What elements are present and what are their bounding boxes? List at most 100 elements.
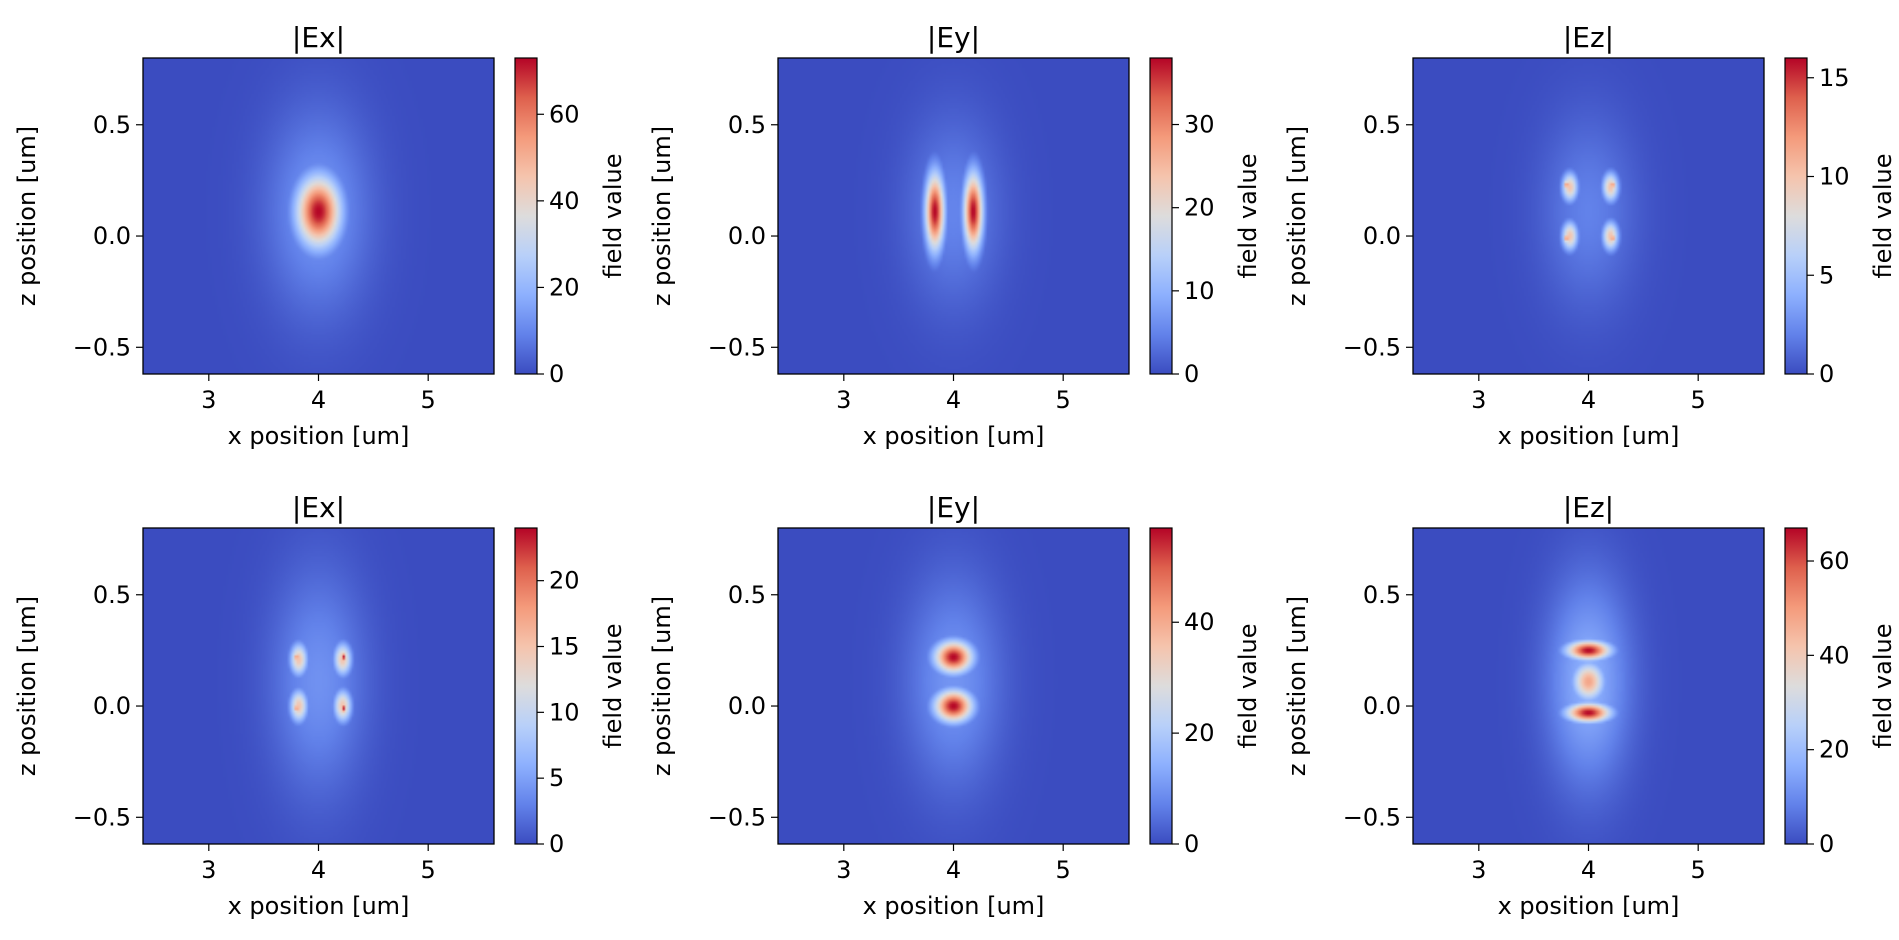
colorbar-tick-label: 20: [1184, 719, 1215, 747]
panel-title: |Ex|: [292, 21, 345, 54]
colorbar-tick-label: 10: [1184, 277, 1215, 305]
y-tick-label: −0.5: [73, 333, 131, 361]
x-tick-label: 4: [311, 386, 326, 414]
colorbar: [1785, 528, 1807, 844]
heatmap-image: [778, 58, 1129, 374]
heatmap-image: [778, 528, 1129, 844]
x-tick-label: 3: [1471, 386, 1486, 414]
heatmap-image: [143, 528, 494, 844]
colorbar-label: field value: [599, 624, 627, 749]
colorbar-tick-label: 0: [1184, 830, 1199, 858]
colorbar-tick-label: 0: [1819, 360, 1834, 388]
x-tick-label: 4: [946, 386, 961, 414]
colorbar-frame: [1784, 527, 1808, 845]
colorbar-label: field value: [1869, 624, 1897, 749]
x-axis-label: x position [um]: [1498, 892, 1680, 920]
colorbar: [515, 528, 537, 844]
x-axis-label: x position [um]: [228, 892, 410, 920]
y-axis-label: z position [um]: [648, 596, 676, 776]
x-tick-label: 5: [1056, 856, 1071, 884]
x-axis-label: x position [um]: [863, 892, 1045, 920]
y-axis-label: z position [um]: [1283, 596, 1311, 776]
y-tick-label: 0.5: [93, 581, 131, 609]
panel-title: |Ey|: [927, 491, 980, 524]
colorbar: [1785, 58, 1807, 374]
x-axis-label: x position [um]: [1498, 422, 1680, 450]
y-tick-label: 0.0: [93, 692, 131, 720]
x-tick-label: 5: [1056, 386, 1071, 414]
colorbar-tick-label: 15: [1819, 64, 1850, 92]
y-tick-label: 0.0: [1363, 222, 1401, 250]
x-tick-label: 3: [836, 386, 851, 414]
x-tick-label: 4: [1581, 856, 1596, 884]
x-tick-label: 4: [946, 856, 961, 884]
colorbar-tick-label: 15: [549, 633, 580, 661]
x-axis-label: x position [um]: [228, 422, 410, 450]
x-tick-label: 5: [421, 386, 436, 414]
y-tick-label: 0.0: [728, 692, 766, 720]
x-tick-label: 5: [1691, 386, 1706, 414]
heatmap-image: [1413, 58, 1764, 374]
colorbar-tick-label: 10: [549, 698, 580, 726]
x-tick-label: 3: [836, 856, 851, 884]
panel-title: |Ey|: [927, 21, 980, 54]
y-axis-label: z position [um]: [648, 126, 676, 306]
y-tick-label: 0.5: [728, 111, 766, 139]
panel-5: |Ey| 3 4 5 x position [um] −0.5 0.0 0.5 z positi…: [648, 491, 1262, 920]
y-tick-label: 0.0: [93, 222, 131, 250]
colorbar-tick-label: 40: [1819, 641, 1850, 669]
y-tick-label: 0.0: [728, 222, 766, 250]
y-axis-label: z position [um]: [13, 596, 41, 776]
x-tick-label: 4: [1581, 386, 1596, 414]
heatmap-image: [143, 58, 494, 374]
y-axis-label: z position [um]: [13, 126, 41, 306]
colorbar-tick-label: 5: [1819, 261, 1834, 289]
x-axis-label: x position [um]: [863, 422, 1045, 450]
panel-3: |Ez| 3 4 5 x position [um] −0.5 0.0 0.5 z positi…: [1283, 21, 1897, 450]
colorbar: [1150, 528, 1172, 844]
panel-title: |Ez|: [1563, 491, 1614, 524]
x-tick-label: 4: [311, 856, 326, 884]
heatmap-image: [1413, 528, 1764, 844]
x-tick-label: 3: [1471, 856, 1486, 884]
colorbar-label: field value: [1869, 154, 1897, 279]
y-axis-label: z position [um]: [1283, 126, 1311, 306]
colorbar-frame: [1149, 57, 1173, 375]
panel-title: |Ex|: [292, 491, 345, 524]
y-tick-label: −0.5: [708, 333, 766, 361]
colorbar-tick-label: 5: [549, 764, 564, 792]
colorbar: [515, 58, 537, 374]
colorbar-tick-label: 30: [1184, 111, 1215, 139]
colorbar-tick-label: 40: [1184, 608, 1215, 636]
colorbar-tick-label: 20: [549, 273, 580, 301]
colorbar: [1150, 58, 1172, 374]
colorbar-tick-label: 40: [549, 187, 580, 215]
colorbar-tick-label: 0: [549, 830, 564, 858]
y-tick-label: 0.0: [1363, 692, 1401, 720]
colorbar-label: field value: [1234, 624, 1262, 749]
panel-1: |Ex| 3 4 5 x position [um] −0.5 0.0 0.5 z positi…: [13, 21, 627, 450]
colorbar-tick-label: 20: [1184, 194, 1215, 222]
colorbar-frame: [1784, 57, 1808, 375]
colorbar-label: field value: [1234, 154, 1262, 279]
panel-title: |Ez|: [1563, 21, 1614, 54]
y-tick-label: −0.5: [73, 803, 131, 831]
colorbar-tick-label: 60: [1819, 547, 1850, 575]
panel-6: |Ez| 3 4 5 x position [um] −0.5 0.0 0.5 z positi…: [1283, 491, 1897, 920]
y-tick-label: −0.5: [708, 803, 766, 831]
x-tick-label: 3: [201, 386, 216, 414]
panel-4: |Ex| 3 4 5 x position [um] −0.5 0.0 0.5 z positi…: [13, 491, 627, 920]
panel-2: |Ey| 3 4 5 x position [um] −0.5 0.0 0.5 z positi…: [648, 21, 1262, 450]
colorbar-frame: [1149, 527, 1173, 845]
y-tick-label: −0.5: [1343, 333, 1401, 361]
colorbar-tick-label: 10: [1819, 163, 1850, 191]
x-tick-label: 5: [1691, 856, 1706, 884]
colorbar-label: field value: [599, 154, 627, 279]
y-tick-label: 0.5: [1363, 111, 1401, 139]
x-tick-label: 3: [201, 856, 216, 884]
y-tick-label: −0.5: [1343, 803, 1401, 831]
colorbar-tick-label: 0: [1819, 830, 1834, 858]
colorbar-tick-label: 20: [1819, 736, 1850, 764]
y-tick-label: 0.5: [93, 111, 131, 139]
